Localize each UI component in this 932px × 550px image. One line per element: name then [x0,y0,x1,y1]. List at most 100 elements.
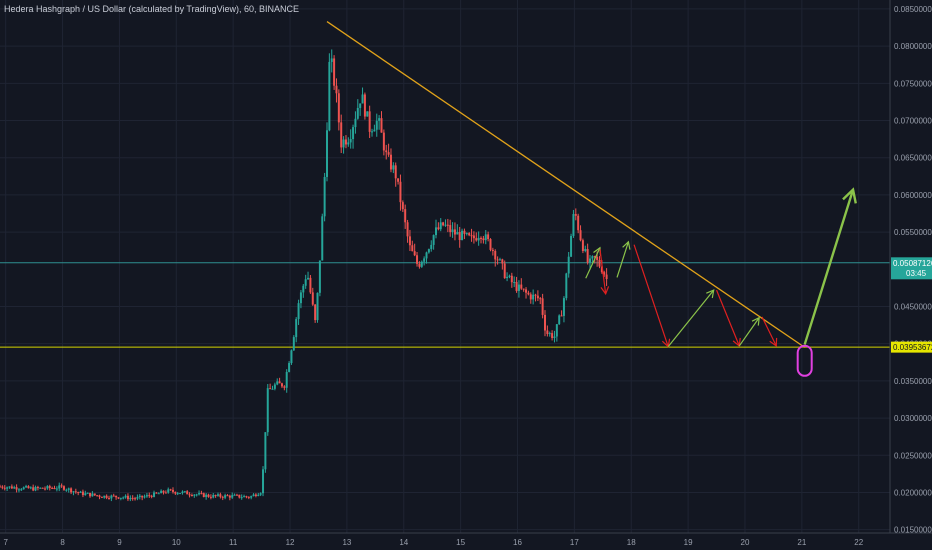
candle-body [89,492,92,497]
candle-body [264,432,267,470]
arrow-shaft [585,247,601,279]
candle-body [560,315,563,317]
candle-body [62,486,65,490]
candle-body [444,224,447,226]
candle-body [328,61,331,131]
candle-body [480,237,483,239]
trend-line-group [326,21,806,348]
candle-body [302,285,305,293]
candle-body [330,58,333,62]
arrow-shaft [599,249,607,294]
candle-body [273,384,276,389]
arrow-head [769,337,778,348]
candle-body [363,94,366,117]
candle-body [506,276,509,279]
candle-body [55,488,58,490]
candle-body [555,324,558,337]
candle-body [416,255,419,264]
candle-body [60,485,63,487]
candle-body [321,216,324,261]
candle-body [115,495,118,498]
candle-body [221,496,224,498]
candle-body [148,495,151,497]
candle-body [423,258,426,262]
candle-body [574,214,577,216]
candle-body [503,263,506,279]
candle-body [586,249,589,263]
candle-body [10,486,13,489]
candle-body [176,493,179,495]
candle-body [434,227,437,236]
candle-body [577,215,580,231]
candle-body [27,486,30,489]
candle-body [430,244,433,250]
candle-body [1,486,4,488]
candle-body [110,495,113,499]
candle-body [233,494,236,496]
candle-body [570,235,573,257]
candle-body [207,494,210,497]
candle-body [53,488,56,490]
candle-body [347,142,350,145]
candle-body [458,232,461,240]
x-tick-label: 20 [741,538,750,547]
candle-body [333,58,336,86]
candle-body [401,202,404,210]
candle-body [543,314,546,331]
arrow-head [842,187,857,204]
candle-body [179,493,182,495]
candle-body [74,491,77,493]
candle-body [389,154,392,170]
candle-body [508,275,511,277]
candle-body [160,490,163,494]
highlight-group [796,344,813,377]
candle-body [399,181,402,203]
candle-body [456,232,459,235]
candle-body [299,292,302,304]
candle-body [41,487,44,489]
candle-body [603,272,606,275]
candle-body [32,487,35,491]
candle-body [406,222,409,237]
price-tag-bg [891,257,932,280]
x-tick-label: 22 [854,538,863,547]
candle-body [174,491,177,494]
candle-body [591,256,594,259]
candle-body [337,93,340,123]
arrow-shaft [761,316,777,347]
candle-body [278,381,281,384]
candle-body [584,249,587,251]
x-tick-label: 19 [684,538,693,547]
candle-body [534,294,537,296]
candle-body [285,371,288,388]
candle-body [86,492,89,494]
candle-body [103,495,106,498]
candle-body [489,239,492,250]
candle-body [546,330,549,334]
candle-body [366,111,369,117]
candle-body [522,288,525,290]
candle-body [425,252,428,259]
candle-body [17,489,20,491]
candle-body [418,263,421,267]
time-axis[interactable]: 7 8 9 10 11 12 13 14 15 16 17 18 19 20 21 22 [3,538,863,547]
price-tag-label: 0.03953672 [893,343,932,352]
candle-body [25,486,28,488]
candle-body [243,496,246,498]
candle-body [157,493,160,495]
candle-body [72,491,75,493]
candle-body [340,122,343,148]
candle-body [131,497,134,499]
candle-body [58,485,61,489]
candle-body [593,256,596,258]
candle-body [309,277,312,293]
candle-body [517,284,520,291]
